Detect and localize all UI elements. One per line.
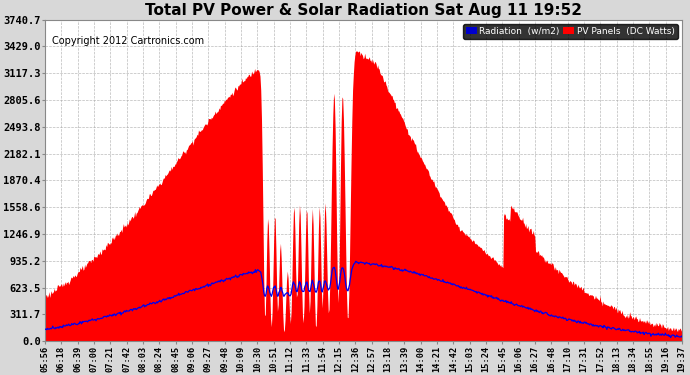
- Legend: Radiation  (w/m2), PV Panels  (DC Watts): Radiation (w/m2), PV Panels (DC Watts): [463, 24, 678, 39]
- Text: Copyright 2012 Cartronics.com: Copyright 2012 Cartronics.com: [52, 36, 204, 46]
- Title: Total PV Power & Solar Radiation Sat Aug 11 19:52: Total PV Power & Solar Radiation Sat Aug…: [145, 3, 582, 18]
